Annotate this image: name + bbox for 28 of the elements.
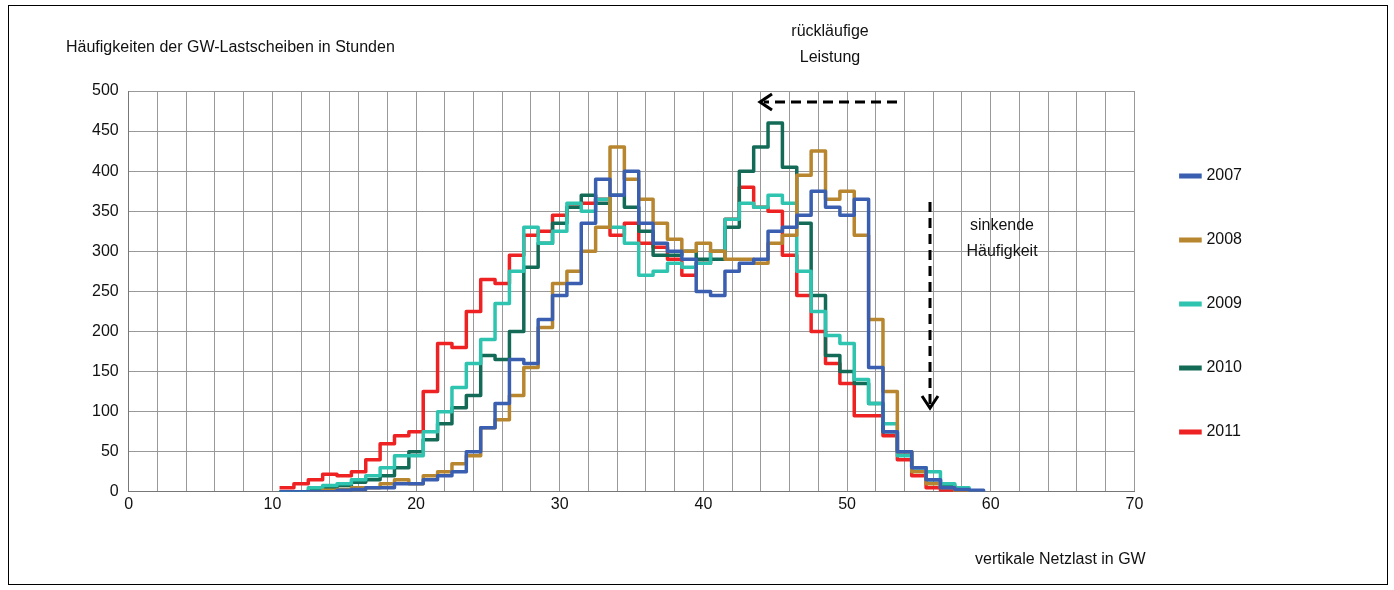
x-tick-label: 10 (263, 494, 282, 512)
y-tick-label: 150 (91, 361, 119, 379)
y-tick-label: 50 (100, 442, 119, 460)
x-tick-label: 30 (550, 494, 569, 512)
legend-label: 2009 (1206, 294, 1243, 312)
y-tick-label: 400 (91, 161, 119, 179)
x-tick-label: 40 (694, 494, 713, 512)
x-tick-label: 60 (981, 494, 1000, 512)
y-tick-label: 100 (91, 402, 119, 420)
y-tick-label: 300 (91, 241, 119, 259)
y-axis-title: Häufigkeiten der GW-Lastscheiben in Stunden (66, 38, 395, 56)
annotation: sinkende Häufigkeit (965, 215, 1039, 261)
x-axis-title: vertikale Netzlast in GW (975, 550, 1146, 568)
legend-label: 2011 (1206, 422, 1241, 440)
x-tick-label: 70 (1125, 494, 1144, 512)
y-tick-label: 0 (109, 482, 119, 500)
text: rückläufige Leistung (790, 21, 870, 67)
y-tick-label: 200 (91, 321, 119, 339)
x-tick-label: 0 (124, 494, 134, 512)
y-tick-label: 450 (91, 121, 119, 139)
legend-label: 2007 (1206, 166, 1243, 184)
x-tick-label: 20 (407, 494, 426, 512)
legend-label: 2010 (1206, 358, 1243, 376)
y-tick-label: 250 (91, 281, 119, 299)
x-tick-label: 50 (838, 494, 857, 512)
y-tick-label: 350 (91, 201, 119, 219)
y-tick-label: 500 (91, 81, 119, 99)
legend-label: 2008 (1206, 230, 1243, 248)
